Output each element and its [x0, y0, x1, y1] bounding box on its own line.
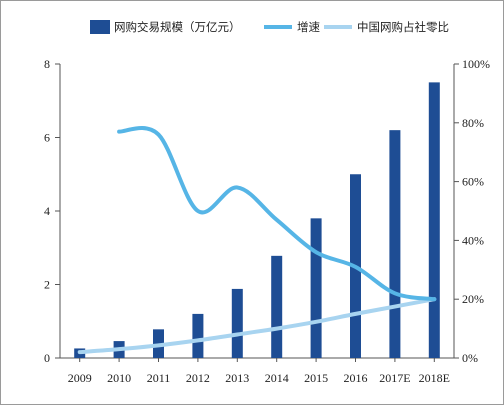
- x-tick-label: 2018E: [419, 371, 450, 385]
- right-tick-label: 20%: [462, 292, 484, 306]
- bar: [389, 130, 401, 358]
- legend-label-share: 中国网购占社零比: [357, 20, 449, 34]
- bar: [192, 313, 204, 358]
- legend-label-growth: 增速: [297, 20, 320, 34]
- share-line: [77, 297, 437, 355]
- legend-swatch-bar: [90, 20, 110, 34]
- x-tick-label: 2017E: [379, 371, 410, 385]
- left-tick-label: 6: [44, 131, 50, 145]
- right-axis-ticks: 0% 20% 40% 60% 80% 100%: [454, 57, 490, 365]
- right-tick-label: 40%: [462, 233, 484, 247]
- x-tick-label: 2015: [304, 371, 328, 385]
- left-axis-ticks: 0 2 4 6 8: [44, 57, 60, 365]
- legend: 网购交易规模（万亿元） 增速 中国网购占社零比: [90, 20, 449, 34]
- left-tick-label: 8: [44, 57, 50, 71]
- x-tick-label: 2010: [107, 371, 131, 385]
- bar: [428, 82, 440, 358]
- bar: [231, 288, 243, 358]
- bar-series: [74, 82, 440, 358]
- left-tick-label: 0: [44, 351, 50, 365]
- growth-line: [117, 125, 437, 302]
- x-tick-label: 2014: [265, 371, 289, 385]
- right-tick-label: 60%: [462, 175, 484, 189]
- bar: [271, 255, 283, 358]
- right-tick-label: 80%: [462, 116, 484, 130]
- left-tick-label: 4: [44, 204, 50, 218]
- x-tick-label: 2011: [147, 371, 171, 385]
- left-tick-label: 2: [44, 278, 50, 292]
- legend-label-bar: 网购交易规模（万亿元）: [114, 20, 241, 34]
- x-axis-ticks: 2009 2010 2011 2012 2013 2014 2015 2016 2017E 201…: [68, 358, 450, 385]
- x-tick-label: 2009: [68, 371, 92, 385]
- x-tick-label: 2012: [186, 371, 210, 385]
- right-tick-label: 100%: [462, 57, 490, 71]
- right-tick-label: 0%: [462, 351, 478, 365]
- x-tick-label: 2013: [225, 371, 249, 385]
- bar: [310, 218, 322, 358]
- x-tick-label: 2016: [344, 371, 368, 385]
- line-series: [77, 125, 437, 355]
